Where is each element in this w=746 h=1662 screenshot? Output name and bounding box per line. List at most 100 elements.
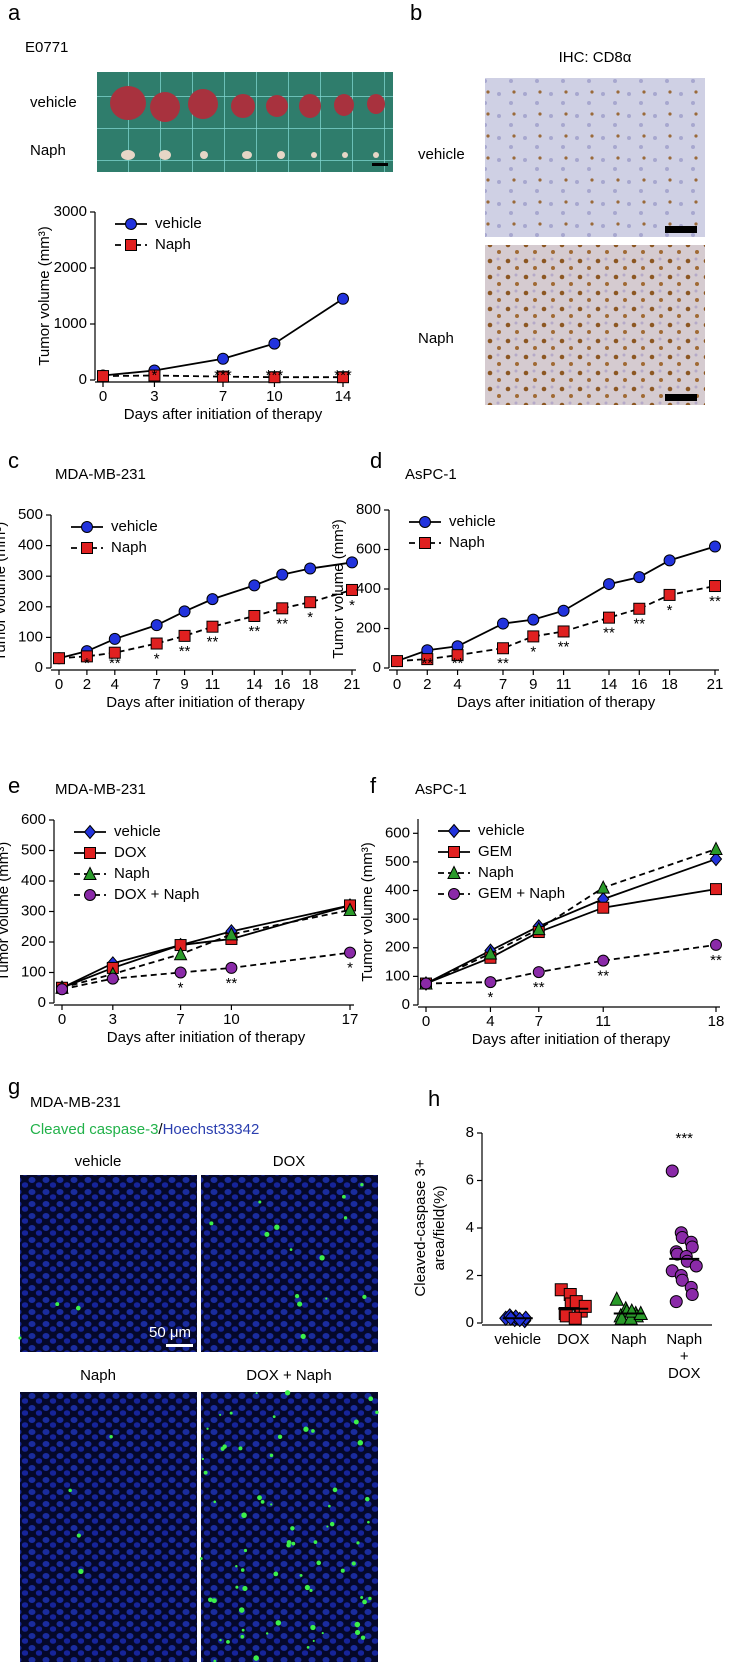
marker	[497, 642, 509, 655]
speck	[354, 1621, 361, 1628]
y-tick-label: 6	[466, 1171, 474, 1188]
marker	[419, 537, 431, 549]
speck	[272, 1415, 276, 1419]
panel-letter: h	[428, 1086, 440, 1111]
y-axis-label-line: area/field(%)	[431, 1185, 448, 1270]
x-tick-label: Naph	[611, 1331, 647, 1348]
speck	[211, 1598, 217, 1604]
marker	[84, 889, 96, 901]
y-tick-label: 0	[79, 371, 87, 388]
marker	[178, 605, 191, 618]
speck	[362, 1599, 367, 1605]
image-label: Naph	[418, 330, 454, 347]
speck	[213, 1500, 217, 1504]
x-tick-label: 16	[631, 676, 648, 693]
significance: ***	[266, 367, 284, 384]
speck	[306, 1646, 310, 1649]
ihc-image	[485, 245, 705, 405]
x-tick-label: 0	[393, 676, 401, 693]
y-tick-label: 600	[21, 811, 46, 828]
y-axis-label: Cleaved-caspase 3+ area/field(%)	[412, 1159, 448, 1296]
x-axis-label: Days after initiation of therapy	[124, 406, 323, 423]
marker	[709, 540, 721, 553]
y-tick-label: 200	[21, 933, 46, 950]
marker	[304, 596, 317, 609]
chart-title: MDA-MB-231	[55, 781, 146, 798]
series-line	[396, 585, 716, 662]
speck	[206, 1427, 209, 1430]
marker	[527, 613, 540, 626]
speck	[68, 1488, 72, 1493]
marker	[224, 926, 239, 941]
significance: *	[349, 597, 355, 614]
marker	[276, 602, 289, 615]
caspase-signal	[18, 1183, 379, 1662]
separator: /	[158, 1121, 163, 1138]
marker	[248, 609, 261, 622]
series-line	[425, 848, 717, 985]
y-axis-label-line: Cleaved-caspase 3+	[412, 1159, 429, 1296]
legend-label: Naph	[155, 236, 191, 253]
x-tick-label: 2	[83, 676, 91, 693]
speck	[241, 1628, 245, 1632]
marker	[344, 946, 356, 959]
speck	[199, 1557, 203, 1560]
y-tick-label: 500	[21, 841, 46, 858]
speck	[329, 1521, 335, 1527]
significance: **	[633, 616, 645, 633]
scale-bar	[372, 163, 388, 166]
marker	[623, 1310, 639, 1325]
x-tick-label: 18	[302, 676, 319, 693]
marker	[108, 632, 121, 645]
speck	[241, 1512, 247, 1519]
significance: **	[558, 638, 570, 655]
x-tick-label: 14	[246, 676, 263, 693]
legend-label: GEM + Naph	[478, 885, 565, 902]
significance: *	[667, 602, 673, 619]
tumors-naph	[121, 150, 379, 160]
significance: **	[710, 952, 722, 969]
significance: ***	[334, 367, 352, 384]
marker	[663, 554, 676, 567]
x-tick-label: DOX	[557, 1331, 590, 1348]
marker	[710, 883, 722, 896]
marker	[148, 369, 161, 382]
marker	[685, 1240, 699, 1254]
marker	[419, 516, 431, 528]
x-tick-label: 16	[274, 676, 291, 693]
marker	[391, 655, 403, 668]
fluorescence-image	[201, 1175, 378, 1352]
y-tick-label: 400	[356, 580, 381, 597]
x-tick-label: 10	[223, 1011, 240, 1028]
marker	[675, 1273, 689, 1287]
marker	[337, 371, 349, 384]
marker	[420, 977, 432, 990]
speck	[365, 1496, 370, 1502]
marker	[83, 824, 97, 840]
x-tick-label: 3	[150, 388, 158, 405]
y-tick-label: 500	[385, 853, 410, 870]
marker	[448, 888, 460, 900]
y-tick-label: 200	[385, 939, 410, 956]
speck	[240, 1634, 245, 1639]
significance: *	[307, 609, 313, 626]
speck	[273, 1571, 279, 1577]
x-tick-label: 11	[205, 676, 221, 693]
marker	[343, 902, 357, 916]
x-tick-label: 11	[556, 676, 572, 693]
marker	[178, 629, 191, 642]
speck	[284, 1390, 291, 1396]
speck	[18, 1336, 22, 1340]
x-axis-label: Days after initiation of therapy	[457, 694, 656, 711]
speck	[208, 1597, 213, 1603]
marker	[532, 966, 545, 979]
speck	[270, 1503, 273, 1506]
significance: ***	[675, 1130, 693, 1147]
marker	[447, 823, 461, 839]
legend-label: DOX + Naph	[114, 886, 199, 903]
speck	[360, 1635, 366, 1640]
x-tick-label: 21	[707, 676, 724, 693]
marker	[710, 938, 722, 951]
y-axis-label: Tumor volume (mm³)	[36, 226, 53, 365]
speck	[257, 1495, 262, 1501]
